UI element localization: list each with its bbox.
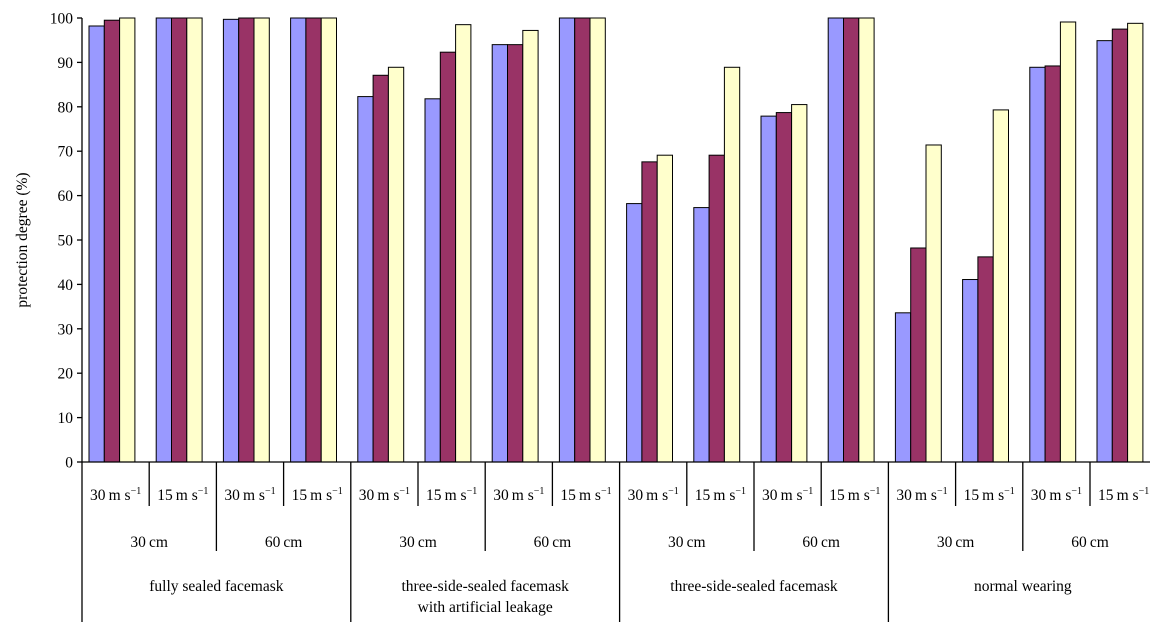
- bar: [558, 17, 576, 463]
- bar: [1044, 65, 1061, 463]
- speed-label: 15 m s−1: [695, 486, 746, 504]
- bar: [103, 19, 121, 463]
- group-label: three-side-sealed facemask: [402, 578, 570, 595]
- bar: [253, 17, 270, 463]
- y-tick-label: 30: [58, 321, 74, 338]
- distance-label: 60 cm: [802, 534, 840, 551]
- bar: [238, 17, 255, 463]
- speed-label: 15 m s−1: [1098, 486, 1149, 504]
- bar: [455, 24, 472, 463]
- bar: [977, 256, 994, 463]
- bar: [723, 66, 741, 463]
- bar: [439, 51, 457, 463]
- bar: [186, 17, 203, 463]
- bar: [775, 112, 793, 463]
- bar: [641, 161, 658, 463]
- axes: 0 10 20 30 40 50 60 70 80 90 100: [50, 11, 1150, 622]
- y-tick-label: 40: [58, 277, 74, 294]
- distance-label: 60 cm: [534, 534, 572, 551]
- speed-label: 30 m s−1: [224, 486, 275, 504]
- group-label: normal wearing: [974, 578, 1072, 595]
- bar: [88, 25, 105, 463]
- speed-label: 15 m s−1: [964, 486, 1015, 504]
- y-tick-label: 70: [58, 144, 74, 161]
- bar: [1127, 22, 1144, 463]
- bar: [424, 98, 441, 463]
- bar: [910, 247, 927, 463]
- bar: [693, 207, 710, 463]
- distance-label: 60 cm: [1071, 534, 1109, 551]
- speed-label: 15 m s−1: [829, 486, 880, 504]
- y-tick-label: 10: [58, 410, 74, 427]
- speed-label: 30 m s−1: [896, 486, 947, 504]
- bar: [925, 144, 942, 463]
- bar: [387, 66, 405, 463]
- group-label-line2: with artificial leakage: [418, 599, 553, 616]
- bar: [155, 17, 172, 463]
- bar: [574, 17, 591, 463]
- group-label: fully sealed facemask: [149, 578, 284, 595]
- bar: [119, 17, 136, 463]
- bar: [760, 115, 777, 463]
- speed-label: 30 m s−1: [359, 486, 410, 504]
- bar: [1111, 28, 1129, 463]
- bar: [1029, 66, 1046, 463]
- speed-label: 15 m s−1: [426, 486, 477, 504]
- bar: [992, 109, 1010, 463]
- y-tick-label: 80: [58, 99, 74, 116]
- y-tick-label: 20: [58, 366, 74, 383]
- bar: [843, 17, 860, 463]
- bar: [1096, 40, 1113, 463]
- y-tick-label: 0: [65, 455, 73, 472]
- bar: [894, 312, 912, 463]
- bar: [290, 17, 307, 463]
- bar: [522, 29, 539, 463]
- distance-label: 30 cm: [399, 534, 437, 551]
- y-tick-label: 60: [58, 188, 74, 205]
- speed-label: 30 m s−1: [762, 486, 813, 504]
- bar: [827, 17, 845, 463]
- distance-label: 60 cm: [265, 534, 303, 551]
- y-tick-label: 90: [58, 55, 74, 72]
- y-tick-label: 100: [50, 11, 74, 28]
- y-tick-label: 50: [58, 233, 74, 250]
- bar: [626, 203, 643, 463]
- speed-label: 30 m s−1: [493, 486, 544, 504]
- speed-label: 30 m s−1: [90, 486, 141, 504]
- distance-label: 30 cm: [937, 534, 975, 551]
- bar: [357, 96, 374, 463]
- speed-label: 15 m s−1: [292, 486, 343, 504]
- speed-label: 15 m s−1: [560, 486, 611, 504]
- bar: [656, 154, 674, 463]
- bar: [372, 74, 389, 463]
- bar: [791, 104, 808, 463]
- bar: [171, 17, 188, 463]
- bars: [88, 17, 1144, 463]
- bar: [962, 279, 979, 463]
- bar: [491, 44, 509, 463]
- speed-label: 30 m s−1: [1031, 486, 1082, 504]
- bar: [858, 17, 875, 463]
- bar: [708, 154, 725, 463]
- speed-label: 30 m s−1: [628, 486, 679, 504]
- bar: [320, 17, 338, 463]
- group-label: three-side-sealed facemask: [670, 578, 838, 595]
- bar: [589, 17, 606, 463]
- bar: [305, 17, 322, 463]
- y-axis-label: protection degree (%): [14, 172, 31, 307]
- bar: [222, 18, 240, 463]
- distance-label: 30 cm: [130, 534, 168, 551]
- bar: [1059, 21, 1077, 463]
- category-labels: 30 m s−1 15 m s−1 30 cm 30 m s−1 15 m s−1 60 …: [90, 486, 1149, 616]
- bar: [507, 44, 524, 463]
- speed-label: 15 m s−1: [157, 486, 208, 504]
- distance-label: 30 cm: [668, 534, 706, 551]
